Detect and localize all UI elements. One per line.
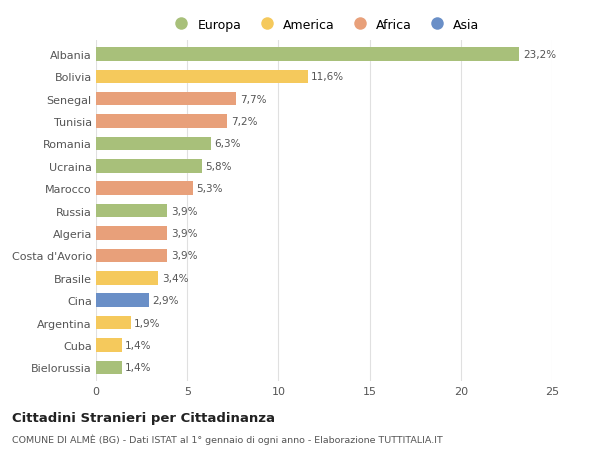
Text: 6,3%: 6,3% [215,139,241,149]
Text: 23,2%: 23,2% [523,50,556,60]
Text: 11,6%: 11,6% [311,72,344,82]
Text: 1,4%: 1,4% [125,340,152,350]
Text: 1,4%: 1,4% [125,363,152,373]
Bar [96,182,193,196]
Text: 7,2%: 7,2% [231,117,257,127]
Legend: Europa, America, Africa, Asia: Europa, America, Africa, Asia [169,19,479,32]
Text: 2,9%: 2,9% [152,296,179,306]
Bar [96,249,167,263]
Text: COMUNE DI ALMÈ (BG) - Dati ISTAT al 1° gennaio di ogni anno - Elaborazione TUTTI: COMUNE DI ALMÈ (BG) - Dati ISTAT al 1° g… [12,434,443,444]
Text: 3,9%: 3,9% [171,251,197,261]
Text: 7,7%: 7,7% [240,95,266,104]
Text: 5,3%: 5,3% [196,184,223,194]
Bar [96,115,227,129]
Bar [96,48,519,62]
Bar [96,227,167,240]
Bar [96,204,167,218]
Bar [96,294,149,307]
Text: Cittadini Stranieri per Cittadinanza: Cittadini Stranieri per Cittadinanza [12,411,275,424]
Bar [96,160,202,173]
Bar [96,93,236,106]
Text: 5,8%: 5,8% [205,162,232,172]
Text: 1,9%: 1,9% [134,318,161,328]
Text: 3,4%: 3,4% [161,273,188,283]
Text: 3,9%: 3,9% [171,229,197,239]
Text: 3,9%: 3,9% [171,206,197,216]
Bar [96,316,131,330]
Bar [96,338,122,352]
Bar [96,137,211,151]
Bar [96,70,308,84]
Bar [96,271,158,285]
Bar [96,361,122,374]
